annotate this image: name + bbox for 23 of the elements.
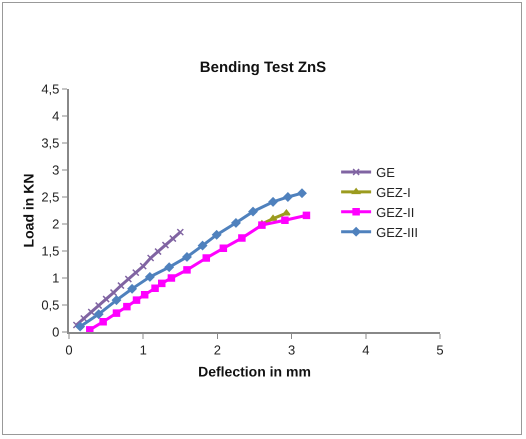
x-tick-label: 4 — [362, 342, 370, 358]
x-axis-title: Deflection in mm — [198, 363, 311, 380]
x-tick-label: 2 — [214, 342, 222, 358]
y-tick-label: 2 — [52, 216, 60, 232]
legend-label: GEZ-II — [376, 204, 414, 220]
chart-title: Bending Test ZnS — [200, 58, 326, 76]
x-tick-label: 3 — [288, 342, 296, 358]
y-tick-label: 0,5 — [41, 298, 60, 313]
x-tick-label: 5 — [436, 342, 444, 358]
y-tick-label: 2,5 — [41, 190, 60, 205]
x-tick-label: 0 — [65, 342, 73, 358]
y-tick-label: 3 — [52, 162, 60, 178]
y-tick-label: 1,5 — [41, 244, 60, 259]
legend-label: GEZ-I — [376, 184, 411, 200]
y-tick-label: 3,5 — [41, 136, 60, 151]
legend-label: GE — [376, 165, 396, 180]
x-tick-label: 1 — [140, 342, 147, 358]
y-axis-title: Load in KN — [20, 174, 36, 248]
y-tick-label: 4,5 — [41, 82, 60, 97]
y-tick-label: 0 — [52, 324, 60, 340]
legend-label: GEZ-III — [376, 224, 418, 240]
y-tick-label: 4 — [52, 108, 60, 124]
y-tick-label: 1 — [52, 270, 60, 286]
